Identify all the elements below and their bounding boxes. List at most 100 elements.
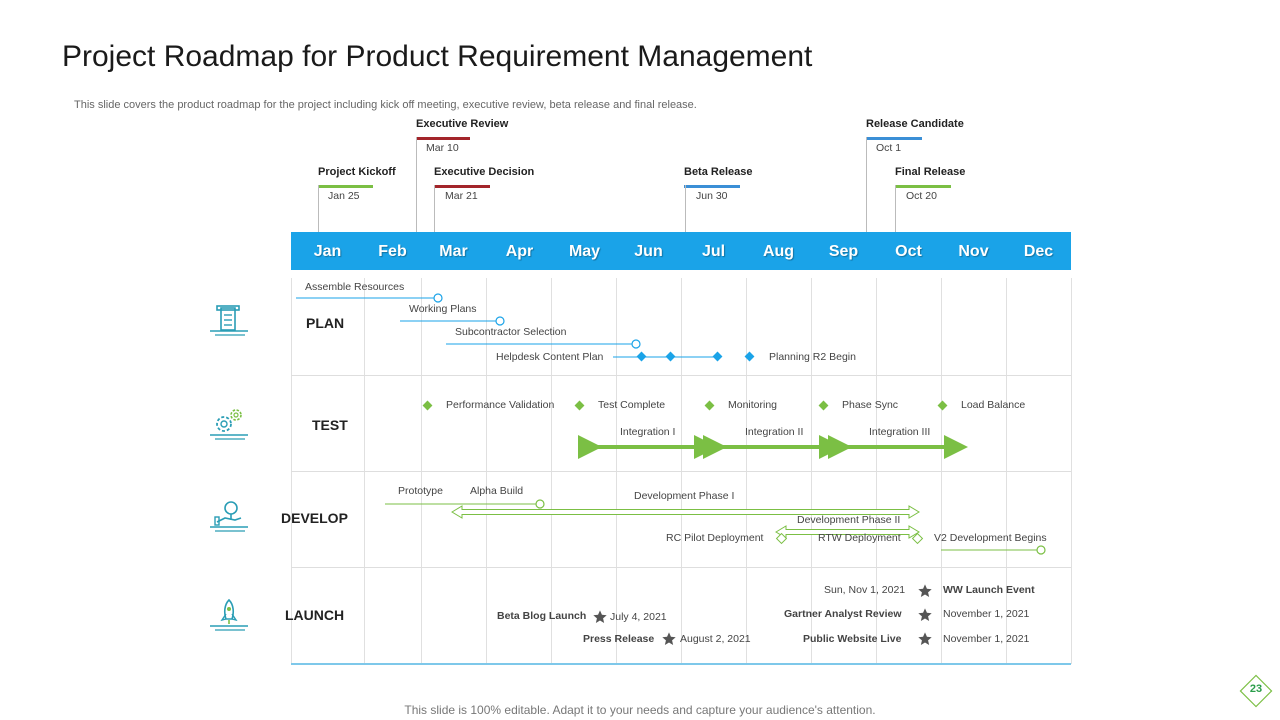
rtw-deployment-label: RTW Deployment xyxy=(818,532,901,544)
month-apr: Apr xyxy=(505,243,534,260)
load-balance-diamond xyxy=(937,400,948,411)
month-jun: Jun xyxy=(634,243,663,260)
category-launch: LAUNCH xyxy=(285,607,345,623)
star-icon xyxy=(662,632,676,645)
working-plans-marker xyxy=(495,316,505,326)
launch-rocket-icon xyxy=(210,598,248,631)
milestone-title: Executive Decision xyxy=(434,166,535,178)
milestone-bar xyxy=(866,137,922,140)
month-dec: Dec xyxy=(1023,243,1054,260)
milestone-stem xyxy=(434,185,435,232)
month-oct: Oct xyxy=(895,243,922,260)
category-test: TEST xyxy=(312,417,348,433)
milestone-stem xyxy=(895,185,896,232)
star-icon xyxy=(918,608,932,621)
milestone-date: Oct 1 xyxy=(876,142,902,154)
milestone-date: Oct 20 xyxy=(906,190,937,202)
subcontractor-selection-marker xyxy=(631,339,641,349)
v2-development-begins-label: V2 Development Begins xyxy=(934,532,1047,544)
v2-development-marker xyxy=(1036,545,1046,555)
milestone-date: Jun 30 xyxy=(696,190,728,202)
slide-subtitle: This slide covers the product roadmap fo… xyxy=(74,99,697,111)
month-aug: Aug xyxy=(762,243,795,260)
milestone-stem xyxy=(416,137,417,232)
beta-blog-launch-date: July 4, 2021 xyxy=(610,611,667,623)
rtw-deployment-diamond xyxy=(911,532,924,545)
subcontractor-selection-label: Subcontractor Selection xyxy=(455,326,567,338)
month-band xyxy=(291,232,1071,270)
helpdesk-diamond xyxy=(636,351,647,362)
grid-line xyxy=(1071,278,1072,664)
gartner-analyst-review-label: Gartner Analyst Review xyxy=(784,608,902,620)
milestone-title: Executive Review xyxy=(416,118,509,130)
row-separator xyxy=(291,567,1071,568)
milestone-bar xyxy=(318,185,373,188)
milestone-bar xyxy=(895,185,951,188)
test-complete-diamond xyxy=(574,400,585,411)
public-website-live-date: November 1, 2021 xyxy=(943,633,1030,645)
working-plans-label: Working Plans xyxy=(409,303,477,315)
load-balance-label: Load Balance xyxy=(961,399,1026,411)
milestone-date: Mar 10 xyxy=(426,142,459,154)
performance-validation-label: Performance Validation xyxy=(446,399,555,411)
row-separator xyxy=(291,471,1071,472)
alpha-build-label: Alpha Build xyxy=(470,485,524,497)
develop-lightbulb-icon xyxy=(210,501,248,532)
helpdesk-diamond xyxy=(665,351,676,362)
page-badge-diamond-icon xyxy=(1239,674,1273,708)
integration-1-label: Integration I xyxy=(620,426,676,438)
milestone-title: Release Candidate xyxy=(866,118,964,130)
performance-validation-diamond xyxy=(422,400,433,411)
ww-launch-event-label: WW Launch Event xyxy=(943,584,1035,596)
month-nov: Nov xyxy=(958,243,989,260)
milestone-stem xyxy=(318,185,319,232)
milestone-title: Beta Release xyxy=(684,166,753,178)
category-develop: DEVELOP xyxy=(281,510,348,526)
month-sep: Sep xyxy=(828,243,859,260)
milestone-title: Final Release xyxy=(895,166,966,178)
month-jul: Jul xyxy=(701,243,726,260)
development-phase-1-arrow xyxy=(451,505,920,519)
helpdesk-content-plan-label: Helpdesk Content Plan xyxy=(496,351,604,363)
monitoring-diamond xyxy=(704,400,715,411)
helpdesk-diamond xyxy=(712,351,723,362)
press-release-label: Press Release xyxy=(583,633,655,645)
alpha-build-marker xyxy=(535,499,545,509)
month-mar: Mar xyxy=(439,243,468,260)
assemble-resources-label: Assemble Resources xyxy=(305,281,405,293)
test-complete-label: Test Complete xyxy=(598,399,666,411)
month-feb: Feb xyxy=(378,243,407,260)
milestone-stem xyxy=(866,137,867,232)
milestone-bar xyxy=(684,185,740,188)
rc-pilot-deployment-label: RC Pilot Deployment xyxy=(666,532,764,544)
prototype-label: Prototype xyxy=(398,485,443,497)
star-icon xyxy=(918,632,932,645)
monitoring-label: Monitoring xyxy=(728,399,778,411)
integration-2-label: Integration II xyxy=(745,426,804,438)
press-release-date: August 2, 2021 xyxy=(680,633,751,645)
slide-title: Project Roadmap for Product Requirement … xyxy=(62,40,813,73)
ww-launch-date: Sun, Nov 1, 2021 xyxy=(824,584,906,596)
milestone-date: Mar 21 xyxy=(445,190,478,202)
month-may: May xyxy=(568,243,601,260)
month-jan: Jan xyxy=(313,243,342,260)
gartner-analyst-review-date: November 1, 2021 xyxy=(943,608,1030,620)
development-phase-2-label: Development Phase II xyxy=(797,514,901,526)
planning-r2-begin-label: Planning R2 Begin xyxy=(769,351,856,363)
star-icon xyxy=(593,610,607,623)
page-number: 23 xyxy=(1249,683,1263,695)
milestone-bar xyxy=(416,137,470,140)
star-icon xyxy=(918,584,932,597)
beta-blog-launch-label: Beta Blog Launch xyxy=(497,610,587,622)
milestone-date: Jan 25 xyxy=(328,190,360,202)
assemble-resources-marker xyxy=(433,293,443,303)
test-gears-icon xyxy=(210,409,248,440)
milestone-stem xyxy=(685,185,686,232)
milestone-title: Project Kickoff xyxy=(318,166,396,178)
planning-r2-diamond xyxy=(744,351,755,362)
rc-pilot-diamond xyxy=(775,532,788,545)
row-separator xyxy=(291,375,1071,376)
plan-building-icon xyxy=(210,305,248,336)
development-phase-2-arrow xyxy=(775,525,920,539)
